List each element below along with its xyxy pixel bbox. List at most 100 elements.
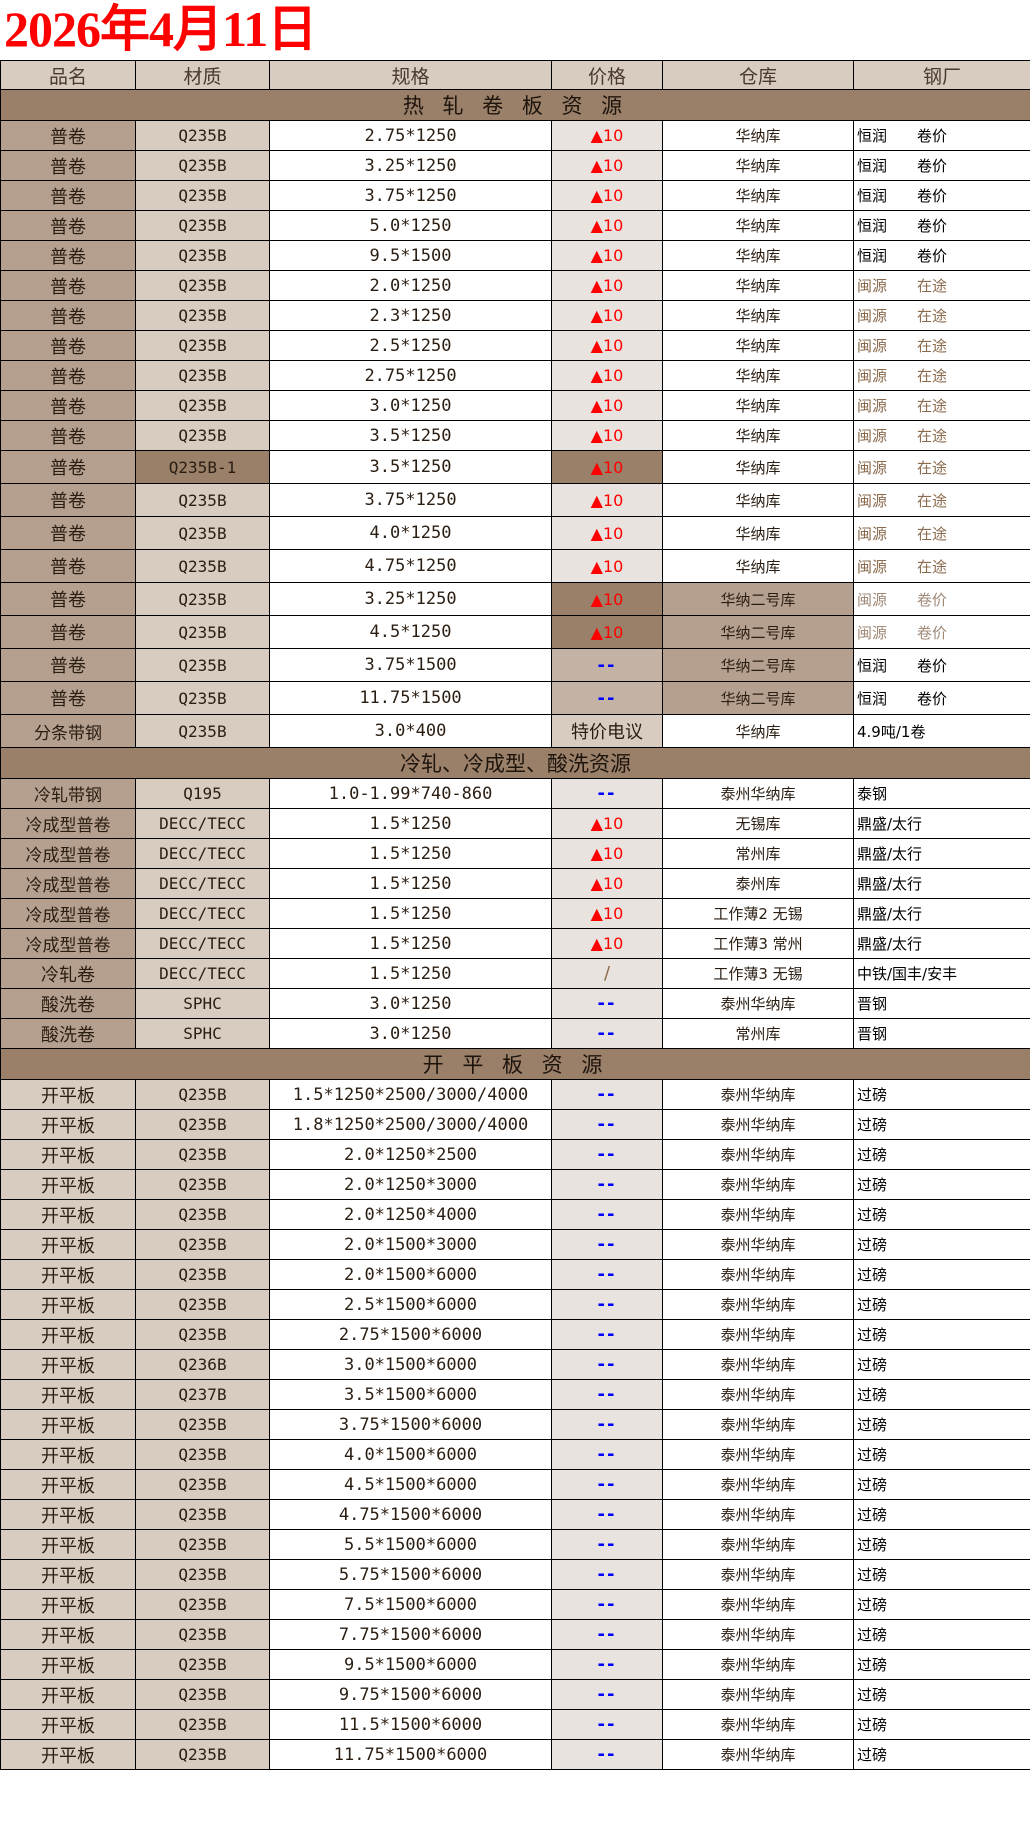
mill: 过磅 — [853, 1679, 1030, 1710]
mill-name: 闽源 — [857, 491, 888, 510]
warehouse: 华纳库 — [662, 270, 854, 301]
mill-name: 过磅 — [857, 1326, 888, 1344]
table-row: 普卷 Q235B 3.75*1250 ▲10 华纳库 闽源 在途 — [0, 483, 1030, 517]
price: -- — [551, 1199, 663, 1230]
spec: 3.75*1500 — [269, 648, 552, 682]
product-name: 冷成型普卷 — [0, 808, 136, 839]
product-name: 冷轧卷 — [0, 958, 136, 989]
product-name: 普卷 — [0, 330, 136, 361]
warehouse: 泰州库 — [662, 868, 854, 899]
product-name: 酸洗卷 — [0, 988, 136, 1019]
warehouse: 华纳库 — [662, 150, 854, 181]
warehouse: 工作薄3 常州 — [662, 928, 854, 959]
warehouse: 泰州华纳库 — [662, 1229, 854, 1260]
warehouse: 华纳库 — [662, 714, 854, 748]
mill: 鼎盛/太行 — [853, 838, 1030, 869]
warehouse: 华纳二号库 — [662, 648, 854, 682]
warehouse: 华纳库 — [662, 420, 854, 451]
mill-note: 卷价 — [917, 623, 948, 642]
material: DECC/TECC — [135, 808, 270, 839]
warehouse: 华纳二号库 — [662, 582, 854, 616]
mill: 鼎盛/太行 — [853, 928, 1030, 959]
spec: 4.0*1250 — [269, 516, 552, 550]
spec: 3.5*1500*6000 — [269, 1379, 552, 1410]
header-spec: 规格 — [269, 60, 552, 90]
mill: 闽源 卷价 — [853, 582, 1030, 616]
spec: 1.5*1250 — [269, 928, 552, 959]
warehouse: 泰州华纳库 — [662, 1679, 854, 1710]
price-up: ▲10 — [590, 306, 624, 325]
spec: 2.0*1250*3000 — [269, 1169, 552, 1200]
material: Q237B — [135, 1379, 270, 1410]
product-name: 开平板 — [0, 1439, 136, 1470]
price: ▲10 — [551, 390, 663, 421]
table-row: 普卷 Q235B 4.5*1250 ▲10 华纳二号库 闽源 卷价 — [0, 615, 1030, 649]
table-row: 开平板 Q235B 4.5*1500*6000 -- 泰州华纳库 过磅 — [0, 1469, 1030, 1500]
price: ▲10 — [551, 516, 663, 550]
product-name: 开平板 — [0, 1109, 136, 1140]
table-row: 开平板 Q236B 3.0*1500*6000 -- 泰州华纳库 过磅 — [0, 1349, 1030, 1380]
price: -- — [551, 1289, 663, 1320]
price-up: ▲10 — [590, 426, 624, 445]
spec: 9.5*1500*6000 — [269, 1649, 552, 1680]
warehouse: 泰州华纳库 — [662, 988, 854, 1019]
warehouse: 无锡库 — [662, 808, 854, 839]
price: / — [551, 958, 663, 989]
price-up: ▲10 — [590, 934, 624, 953]
mill-name: 闽源 — [857, 557, 888, 576]
price: -- — [551, 1379, 663, 1410]
product-name: 酸洗卷 — [0, 1018, 136, 1049]
spec: 1.5*1250 — [269, 868, 552, 899]
price: ▲10 — [551, 150, 663, 181]
price: -- — [551, 1559, 663, 1590]
material: Q235B — [135, 360, 270, 391]
mill: 恒润 卷价 — [853, 180, 1030, 211]
price: ▲10 — [551, 838, 663, 869]
mill-name: 过磅 — [857, 1416, 888, 1434]
table-row: 酸洗卷 SPHC 3.0*1250 -- 泰州华纳库 晋钢 — [0, 988, 1030, 1019]
table-row: 开平板 Q235B 2.75*1500*6000 -- 泰州华纳库 过磅 — [0, 1319, 1030, 1350]
material: Q235B — [135, 210, 270, 241]
material: Q235B — [135, 1259, 270, 1290]
price-up: ▲10 — [590, 336, 624, 355]
spec: 2.0*1500*6000 — [269, 1259, 552, 1290]
warehouse: 泰州华纳库 — [662, 1379, 854, 1410]
price-none: -- — [597, 783, 617, 804]
mill: 中铁/国丰/安丰 — [853, 958, 1030, 989]
product-name: 开平板 — [0, 1529, 136, 1560]
mill-name: 恒润 — [857, 217, 888, 235]
product-name: 普卷 — [0, 270, 136, 301]
mill-name: 恒润 — [857, 689, 888, 708]
mill: 4.9吨/1卷 — [853, 714, 1030, 748]
spec: 2.0*1500*3000 — [269, 1229, 552, 1260]
table-row: 冷成型普卷 DECC/TECC 1.5*1250 ▲10 工作薄2 无锡 鼎盛/太行 — [0, 898, 1030, 929]
spec: 4.75*1250 — [269, 549, 552, 583]
mill: 闽源 在途 — [853, 330, 1030, 361]
material: Q235B — [135, 516, 270, 550]
material: Q235B — [135, 1409, 270, 1440]
price: -- — [551, 1619, 663, 1650]
header-warehouse: 仓库 — [662, 60, 854, 90]
spec: 5.75*1500*6000 — [269, 1559, 552, 1590]
price-up: ▲10 — [590, 556, 624, 576]
price: ▲10 — [551, 360, 663, 391]
material: Q235B — [135, 300, 270, 331]
mill: 恒润 卷价 — [853, 150, 1030, 181]
mill: 晋钢 — [853, 1018, 1030, 1049]
spec: 1.5*1250 — [269, 898, 552, 929]
warehouse: 泰州华纳库 — [662, 778, 854, 809]
warehouse: 泰州华纳库 — [662, 1739, 854, 1770]
material: Q235B — [135, 1709, 270, 1740]
table-row: 普卷 Q235B 3.75*1250 ▲10 华纳库 恒润 卷价 — [0, 180, 1030, 211]
price: -- — [551, 681, 663, 715]
price-none: -- — [597, 1594, 617, 1615]
material: Q235B — [135, 1139, 270, 1170]
mill: 闽源 在途 — [853, 516, 1030, 550]
mill-note: 在途 — [917, 557, 948, 576]
price: -- — [551, 778, 663, 809]
material: Q235B — [135, 1739, 270, 1770]
product-name: 普卷 — [0, 516, 136, 550]
spec: 4.75*1500*6000 — [269, 1499, 552, 1530]
mill-note: 卷价 — [917, 590, 948, 609]
price: ▲10 — [551, 615, 663, 649]
